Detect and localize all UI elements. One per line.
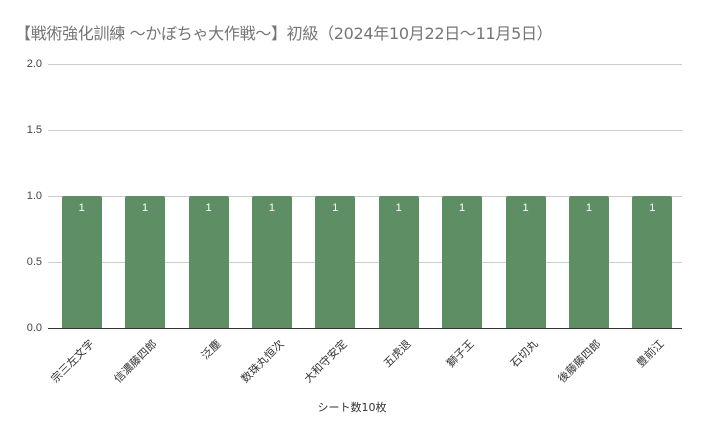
x-tick-label: 宗三左文字 xyxy=(48,337,97,386)
y-tick-label: 1.5 xyxy=(26,124,42,136)
bar[interactable]: 1 xyxy=(442,196,483,328)
x-tick-label: 信濃藤四郎 xyxy=(111,337,160,386)
x-tick-label: 石切丸 xyxy=(507,337,541,370)
gridline xyxy=(48,196,682,197)
bar-value-label: 1 xyxy=(78,202,85,214)
y-tick-label: 2.0 xyxy=(26,58,42,70)
gridline xyxy=(48,130,682,131)
bar[interactable]: 1 xyxy=(632,196,673,328)
x-tick-label: 数珠丸恒次 xyxy=(238,337,287,386)
bar[interactable]: 1 xyxy=(505,196,546,328)
x-tick-label: 獅子王 xyxy=(444,337,477,370)
bar-value-label: 1 xyxy=(585,202,592,214)
bar-value-label: 1 xyxy=(649,202,656,214)
y-tick-label: 1.0 xyxy=(26,190,42,202)
bar-value-label: 1 xyxy=(142,202,149,214)
bar[interactable]: 1 xyxy=(251,196,292,328)
bar[interactable]: 1 xyxy=(61,196,102,328)
bar-value-label: 1 xyxy=(205,202,212,214)
y-tick-label: 0.5 xyxy=(26,256,42,268)
x-axis-line xyxy=(48,328,682,329)
gridline xyxy=(48,262,682,263)
chart-title: 【戦術強化訓練 ～かぼちゃ大作戦～】初級（2024年10月22日～11月5日） xyxy=(15,24,553,43)
bar[interactable]: 1 xyxy=(568,196,609,328)
bar[interactable]: 1 xyxy=(188,196,229,328)
x-axis-title: シート数10枚 xyxy=(317,401,387,414)
gridline xyxy=(48,64,682,65)
bar[interactable]: 1 xyxy=(315,196,356,328)
plot-area: 0.0 0.5 1.0 1.5 2.0 1 1 1 1 1 1 1 1 1 1 xyxy=(27,58,682,334)
y-tick-label: 0.0 xyxy=(26,322,42,334)
bar[interactable]: 1 xyxy=(125,196,166,328)
bar[interactable]: 1 xyxy=(378,196,419,328)
x-tick-label: 泛塵 xyxy=(198,337,224,363)
x-tick-label: 五虎退 xyxy=(380,337,414,370)
x-tick-label: 後藤藤四郎 xyxy=(555,337,604,386)
bar-value-label: 1 xyxy=(268,202,275,214)
bar-value-label: 1 xyxy=(459,202,466,214)
x-tick-label: 大和守安定 xyxy=(301,337,350,386)
x-tick-label: 豊前江 xyxy=(634,337,667,370)
bar-value-label: 1 xyxy=(522,202,529,214)
bar-value-label: 1 xyxy=(395,202,402,214)
bar-value-label: 1 xyxy=(332,202,339,214)
